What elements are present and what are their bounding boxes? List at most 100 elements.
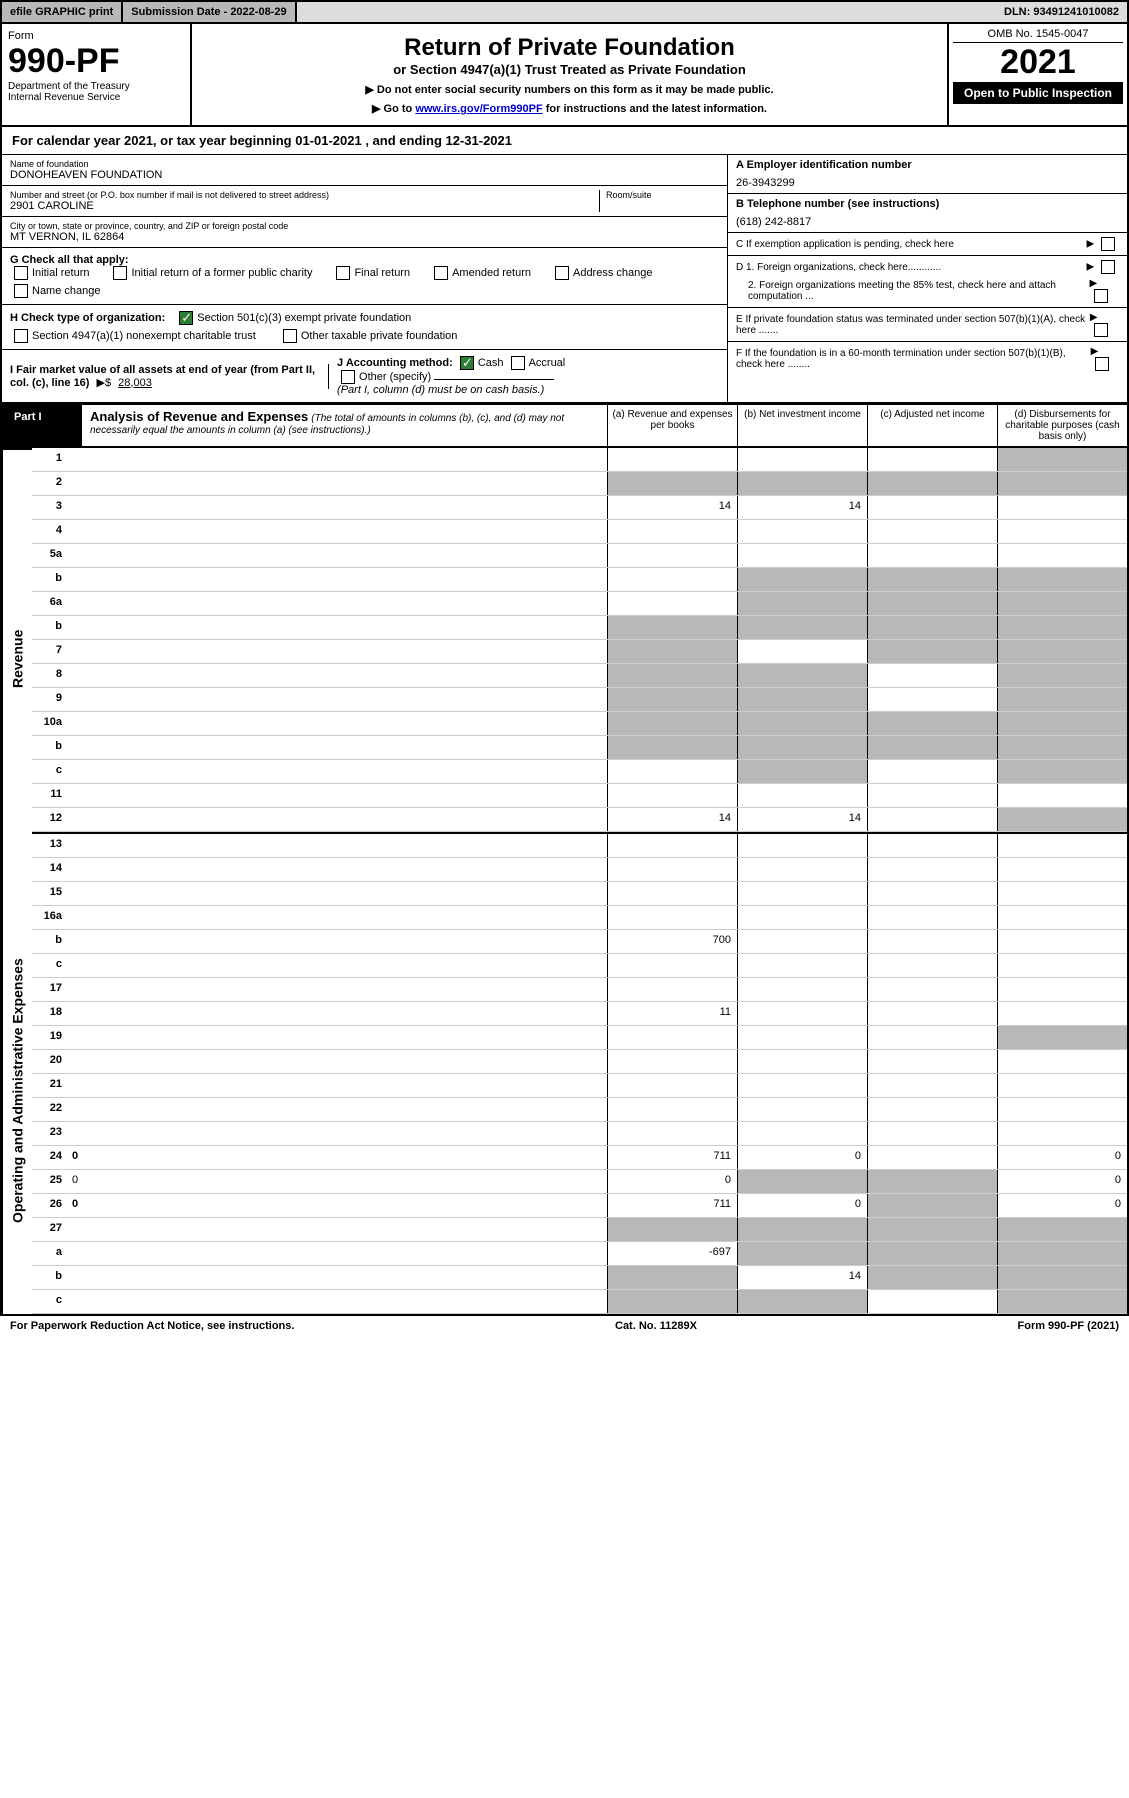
chk-initial-former[interactable] — [113, 266, 127, 280]
cell-b — [737, 664, 867, 687]
cell-d — [997, 1098, 1127, 1121]
table-row: 5a — [32, 544, 1127, 568]
cell-a — [607, 592, 737, 615]
cell-d — [997, 882, 1127, 905]
cell-c — [867, 930, 997, 953]
irs-link[interactable]: www.irs.gov/Form990PF — [415, 103, 542, 115]
cell-a — [607, 906, 737, 929]
table-row: a-697 — [32, 1242, 1127, 1266]
cell-d — [997, 640, 1127, 663]
h-row: H Check type of organization: Section 50… — [2, 305, 727, 350]
cell-b — [737, 930, 867, 953]
cell-d — [997, 1218, 1127, 1241]
cell-c — [867, 1002, 997, 1025]
cell-c — [867, 808, 997, 831]
foundation-name-cell: Name of foundation DONOHEAVEN FOUNDATION — [2, 155, 727, 186]
cell-c — [867, 544, 997, 567]
phone: (618) 242-8817 — [736, 216, 1119, 228]
table-row: 17 — [32, 978, 1127, 1002]
rows-container: 123141445ab6ab78910abc11121414 13141516a… — [32, 448, 1127, 1314]
chk-amended[interactable] — [434, 266, 448, 280]
chk-d2[interactable] — [1094, 289, 1108, 303]
row-num: 11 — [32, 784, 68, 807]
city-label: City or town, state or province, country… — [10, 221, 719, 231]
chk-final[interactable] — [336, 266, 350, 280]
cell-c — [867, 1122, 997, 1145]
table-row: c — [32, 760, 1127, 784]
chk-initial[interactable] — [14, 266, 28, 280]
table-row: 25000 — [32, 1170, 1127, 1194]
cell-d — [997, 544, 1127, 567]
dept-treasury: Department of the Treasury Internal Reve… — [8, 81, 184, 103]
chk-accrual[interactable] — [511, 356, 525, 370]
d1-label: D 1. Foreign organizations, check here..… — [736, 262, 941, 273]
cell-b — [737, 954, 867, 977]
table-row: 6a — [32, 592, 1127, 616]
cell-c — [867, 1146, 997, 1169]
cell-c — [867, 1194, 997, 1217]
cell-a — [607, 978, 737, 1001]
city-cell: City or town, state or province, country… — [2, 217, 727, 248]
table-row: 4 — [32, 520, 1127, 544]
chk-d1[interactable] — [1101, 260, 1115, 274]
row-num: 10a — [32, 712, 68, 735]
chk-other-tax[interactable] — [283, 329, 297, 343]
chk-501c3[interactable] — [179, 311, 193, 325]
header-right: OMB No. 1545-0047 2021 Open to Public In… — [947, 24, 1127, 125]
chk-e[interactable] — [1094, 323, 1108, 337]
chk-name[interactable] — [14, 284, 28, 298]
cell-d — [997, 1242, 1127, 1265]
tax-year: 2021 — [953, 43, 1123, 82]
chk-c[interactable] — [1101, 237, 1115, 251]
chk-other-acct[interactable] — [341, 370, 355, 384]
cell-a — [607, 520, 737, 543]
cell-a: 14 — [607, 496, 737, 519]
chk-cash[interactable] — [460, 356, 474, 370]
col-a: (a) Revenue and expenses per books — [607, 405, 737, 446]
col-c: (c) Adjusted net income — [867, 405, 997, 446]
cell-d — [997, 568, 1127, 591]
chk-address[interactable] — [555, 266, 569, 280]
cell-a — [607, 834, 737, 857]
cell-d — [997, 858, 1127, 881]
table-row: 1 — [32, 448, 1127, 472]
row-num: 3 — [32, 496, 68, 519]
footer: For Paperwork Reduction Act Notice, see … — [0, 1316, 1129, 1336]
side-revenue: Revenue — [2, 448, 32, 868]
row-num: 5a — [32, 544, 68, 567]
table-row: 2 — [32, 472, 1127, 496]
cell-d — [997, 930, 1127, 953]
side-expenses: Operating and Administrative Expenses — [2, 868, 32, 1314]
d-row: D 1. Foreign organizations, check here..… — [728, 256, 1127, 308]
table-row: 1811 — [32, 1002, 1127, 1026]
topbar: efile GRAPHIC print Submission Date - 20… — [0, 0, 1129, 24]
row-num: 4 — [32, 520, 68, 543]
row-num: b — [32, 736, 68, 759]
chk-4947[interactable] — [14, 329, 28, 343]
cell-b — [737, 906, 867, 929]
cell-a — [607, 688, 737, 711]
cell-c — [867, 712, 997, 735]
g-opt-1: Initial return of a former public charit… — [131, 267, 312, 279]
cell-a: 0 — [607, 1170, 737, 1193]
row-num: 22 — [32, 1098, 68, 1121]
header-mid: Return of Private Foundation or Section … — [192, 24, 947, 125]
chk-f[interactable] — [1095, 357, 1109, 371]
cell-a — [607, 568, 737, 591]
footer-left: For Paperwork Reduction Act Notice, see … — [10, 1320, 294, 1332]
cell-c — [867, 1290, 997, 1313]
cell-b — [737, 448, 867, 471]
table-row: 13 — [32, 834, 1127, 858]
cell-a — [607, 1122, 737, 1145]
row-desc: 0 — [68, 1146, 607, 1169]
g-opt-2: Final return — [354, 267, 410, 279]
row-num: 24 — [32, 1146, 68, 1169]
cell-b — [737, 760, 867, 783]
row-desc — [68, 906, 607, 929]
cell-d — [997, 592, 1127, 615]
row-num: 16a — [32, 906, 68, 929]
cell-d — [997, 1266, 1127, 1289]
part1-title: Analysis of Revenue and Expenses — [90, 409, 308, 424]
address-cell: Number and street (or P.O. box number if… — [2, 186, 727, 217]
cell-d — [997, 906, 1127, 929]
